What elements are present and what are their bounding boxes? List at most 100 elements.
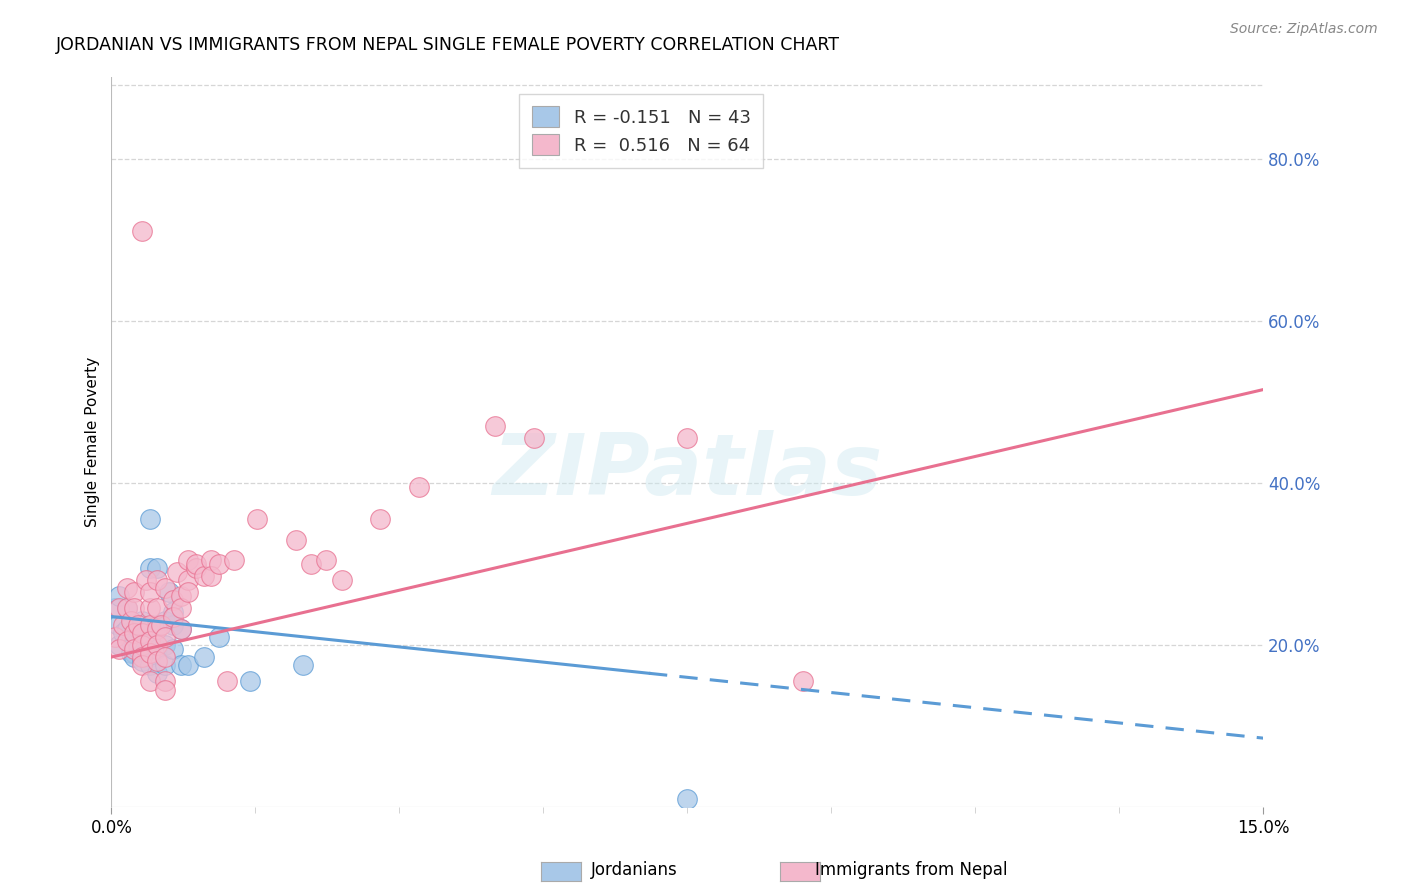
- Point: [169, 601, 191, 615]
- Point: [315, 553, 337, 567]
- Point: [115, 633, 138, 648]
- Point: [131, 625, 153, 640]
- Point: [127, 622, 149, 636]
- Point: [135, 573, 157, 587]
- Point: [200, 569, 222, 583]
- Point: [139, 674, 162, 689]
- Point: [153, 614, 176, 628]
- Point: [120, 614, 142, 628]
- Legend: R = -0.151   N = 43, R =  0.516   N = 64: R = -0.151 N = 43, R = 0.516 N = 64: [519, 94, 763, 168]
- Point: [146, 622, 169, 636]
- Point: [224, 553, 246, 567]
- Point: [153, 674, 176, 689]
- Point: [169, 658, 191, 673]
- Point: [177, 658, 200, 673]
- Point: [153, 650, 176, 665]
- Point: [146, 561, 169, 575]
- Point: [139, 646, 162, 660]
- Point: [153, 682, 176, 697]
- Point: [124, 625, 146, 640]
- Point: [676, 431, 699, 445]
- Point: [676, 792, 699, 806]
- Point: [792, 674, 814, 689]
- Point: [330, 573, 353, 587]
- Point: [115, 601, 138, 615]
- Point: [208, 557, 231, 571]
- Point: [299, 557, 322, 571]
- Point: [193, 569, 215, 583]
- Point: [127, 642, 149, 657]
- Point: [124, 601, 146, 615]
- Point: [120, 633, 142, 648]
- Point: [169, 622, 191, 636]
- Point: [108, 589, 131, 603]
- Point: [177, 553, 200, 567]
- Point: [131, 614, 153, 628]
- Point: [200, 553, 222, 567]
- Text: JORDANIAN VS IMMIGRANTS FROM NEPAL SINGLE FEMALE POVERTY CORRELATION CHART: JORDANIAN VS IMMIGRANTS FROM NEPAL SINGL…: [56, 36, 841, 54]
- Point: [120, 646, 142, 660]
- Point: [139, 601, 162, 615]
- Point: [139, 633, 162, 648]
- Text: Source: ZipAtlas.com: Source: ZipAtlas.com: [1230, 22, 1378, 37]
- Point: [124, 646, 146, 660]
- Point: [131, 625, 153, 640]
- Point: [239, 674, 262, 689]
- Point: [150, 617, 173, 632]
- Point: [153, 638, 176, 652]
- Point: [124, 585, 146, 599]
- Point: [124, 638, 146, 652]
- Point: [124, 625, 146, 640]
- Point: [408, 480, 430, 494]
- Point: [162, 617, 184, 632]
- Text: Jordanians: Jordanians: [591, 861, 678, 879]
- Point: [162, 606, 184, 620]
- Point: [146, 617, 169, 632]
- Text: Immigrants from Nepal: Immigrants from Nepal: [815, 861, 1008, 879]
- Point: [484, 419, 506, 434]
- Point: [139, 512, 162, 526]
- Point: [153, 658, 176, 673]
- Point: [284, 533, 307, 547]
- Point: [246, 512, 269, 526]
- Point: [162, 593, 184, 607]
- Point: [169, 622, 191, 636]
- Point: [127, 617, 149, 632]
- Point: [104, 601, 127, 615]
- Point: [107, 617, 129, 632]
- Point: [115, 601, 138, 615]
- Point: [131, 642, 153, 657]
- Point: [162, 642, 184, 657]
- Point: [131, 650, 153, 665]
- Point: [139, 617, 162, 632]
- Point: [104, 630, 127, 644]
- Point: [108, 642, 131, 657]
- Point: [146, 642, 169, 657]
- Point: [139, 561, 162, 575]
- Point: [153, 630, 176, 644]
- Point: [139, 585, 162, 599]
- Point: [215, 674, 238, 689]
- Y-axis label: Single Female Poverty: Single Female Poverty: [86, 357, 100, 527]
- Point: [146, 638, 169, 652]
- Point: [166, 565, 188, 579]
- Point: [139, 650, 162, 665]
- Point: [292, 658, 315, 673]
- Point: [131, 638, 153, 652]
- Point: [146, 654, 169, 668]
- Point: [368, 512, 391, 526]
- Point: [124, 642, 146, 657]
- Point: [139, 633, 162, 648]
- Point: [124, 650, 146, 665]
- Point: [146, 573, 169, 587]
- Point: [146, 666, 169, 681]
- Point: [108, 638, 131, 652]
- Point: [153, 581, 176, 595]
- Point: [177, 585, 200, 599]
- Point: [146, 601, 169, 615]
- Point: [169, 589, 191, 603]
- Point: [131, 224, 153, 238]
- Point: [184, 561, 207, 575]
- Text: ZIPatlas: ZIPatlas: [492, 430, 883, 513]
- Point: [162, 609, 184, 624]
